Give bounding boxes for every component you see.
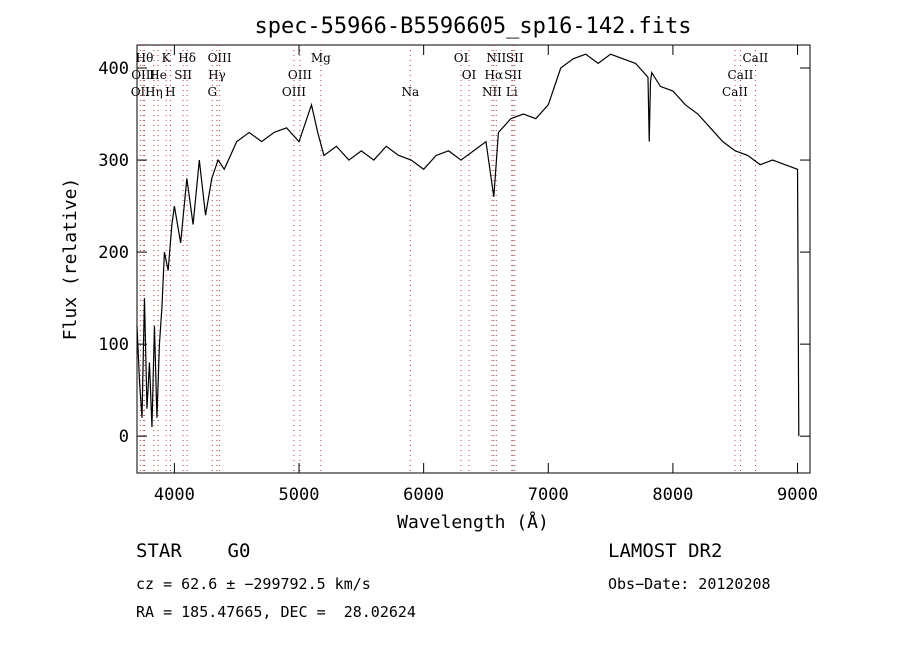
x-tick-label: 8000 bbox=[652, 485, 693, 505]
spectrum-line bbox=[136, 53, 800, 437]
emission-line-label: H bbox=[165, 85, 175, 99]
emission-line-label: Li bbox=[506, 85, 518, 99]
emission-line-label: SII bbox=[174, 68, 192, 82]
y-tick-label: 0 bbox=[119, 427, 129, 447]
emission-line-label: OII bbox=[131, 85, 151, 99]
x-tick-label: 7000 bbox=[528, 485, 569, 505]
emission-line-label: Na bbox=[401, 85, 419, 99]
y-tick-label: 300 bbox=[98, 151, 129, 171]
emission-line-label: OIII bbox=[208, 51, 232, 65]
x-tick-label: 9000 bbox=[777, 485, 818, 505]
y-tick-label: 400 bbox=[98, 59, 129, 79]
emission-line-label: OI bbox=[454, 51, 469, 65]
emission-line-label: Hγ bbox=[208, 68, 226, 82]
emission-line-label: OIII bbox=[282, 85, 306, 99]
emission-line-label: Hθ bbox=[136, 51, 154, 65]
x-tick-label: 4000 bbox=[154, 485, 195, 505]
spectrum-series bbox=[136, 53, 800, 437]
plot-frame bbox=[136, 44, 811, 474]
observation-date: Obs−Date: 20120208 bbox=[608, 575, 771, 593]
emission-line-label: SII bbox=[506, 51, 524, 65]
emission-line-label: OIII bbox=[288, 68, 312, 82]
emission-line-label: CaII bbox=[742, 51, 768, 65]
emission-line-label: NII bbox=[486, 51, 506, 65]
y-axis-label: Flux (relative) bbox=[60, 178, 81, 341]
emission-line-label: K bbox=[162, 51, 172, 65]
emission-line-marks: OII OIII Hθ Hη He K H SII Hδ G Hγ OIII OIII OIII Mg Na O… bbox=[131, 45, 769, 473]
redshift-velocity: cz = 62.6 ± −299792.5 km/s bbox=[136, 575, 371, 593]
axis-ticks: 4000 5000 6000 7000 8000 9000 0 100 200 300 400 bbox=[98, 45, 818, 505]
emission-line-label: OIII bbox=[131, 68, 155, 82]
spectrum-chart: spec-55966-B5596605_sp16-142.fits OIIOII… bbox=[60, 14, 818, 533]
emission-line-label: Hα bbox=[485, 68, 504, 82]
emission-line-label: CaII bbox=[728, 68, 754, 82]
y-tick-label: 200 bbox=[98, 243, 129, 263]
emission-line-label: Hη bbox=[145, 85, 163, 99]
emission-line-label: CaII bbox=[722, 85, 748, 99]
emission-line-label: He bbox=[149, 68, 167, 82]
chart-title: spec-55966-B5596605_sp16-142.fits bbox=[254, 14, 691, 39]
emission-line-label: Mg bbox=[311, 51, 331, 65]
emission-line-label: SII bbox=[504, 68, 522, 82]
x-tick-label: 5000 bbox=[279, 485, 320, 505]
y-tick-label: 100 bbox=[98, 335, 129, 355]
ra-dec-coordinates: RA = 185.47665, DEC = 28.02624 bbox=[136, 603, 416, 621]
emission-line-label: OI bbox=[462, 68, 477, 82]
spectral-class: STAR G0 bbox=[136, 540, 251, 562]
x-axis-label: Wavelength (Å) bbox=[397, 511, 549, 533]
survey-name: LAMOST DR2 bbox=[608, 540, 723, 562]
emission-line-label: NII bbox=[482, 85, 502, 99]
emission-line-label: Hδ bbox=[178, 51, 196, 65]
emission-line-label: G bbox=[207, 85, 217, 99]
x-tick-label: 6000 bbox=[403, 485, 444, 505]
